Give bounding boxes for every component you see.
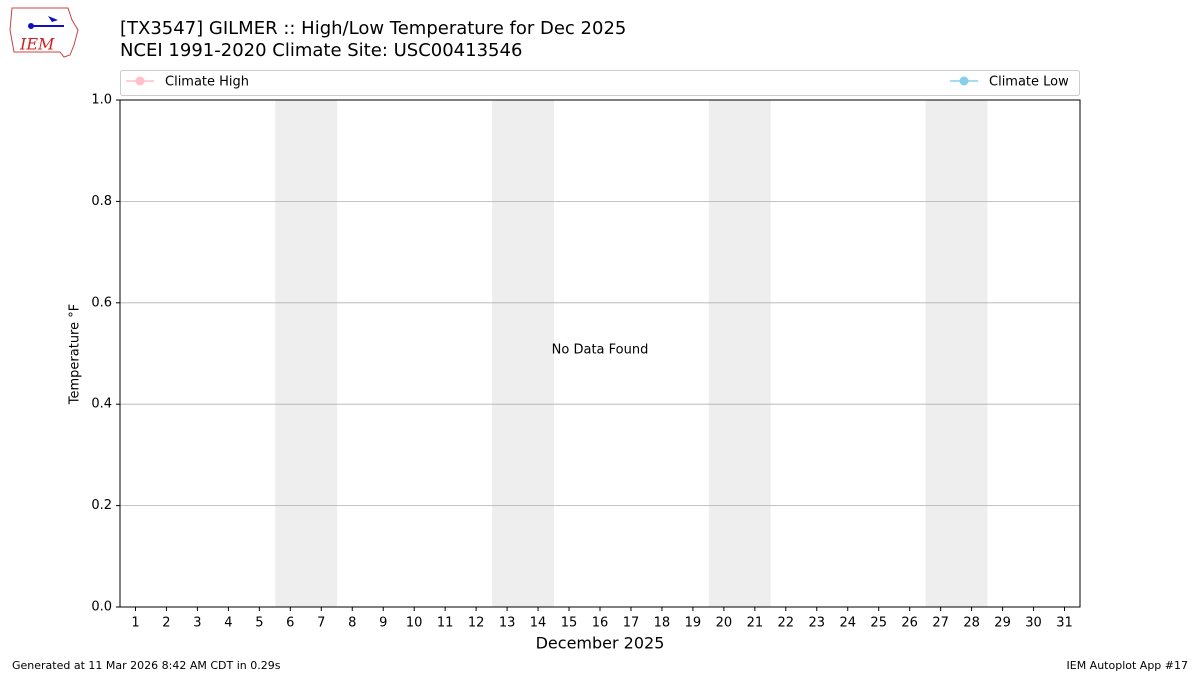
x-tick-label: 3: [193, 616, 201, 631]
x-tick-label: 21: [747, 616, 764, 631]
x-tick-label: 25: [870, 616, 887, 631]
legend-label: Climate Low: [989, 75, 1069, 90]
weekend-band: [492, 100, 554, 607]
y-axis-label: Temperature °F: [68, 304, 83, 405]
x-tick-label: 17: [623, 616, 640, 631]
x-tick-label: 16: [592, 616, 609, 631]
x-tick-label: 2: [162, 616, 170, 631]
x-tick-label: 15: [561, 616, 578, 631]
x-tick-label: 6: [286, 616, 294, 631]
logo: IEM: [9, 7, 79, 58]
x-tick-label: 12: [468, 616, 485, 631]
x-tick-label: 19: [685, 616, 702, 631]
weekend-band: [708, 100, 771, 607]
x-tick-label: 1: [131, 616, 139, 631]
y-tick-label: 0.2: [91, 498, 112, 513]
x-tick-label: 10: [406, 616, 423, 631]
x-tick-label: 24: [839, 616, 856, 631]
weekend-band: [925, 100, 988, 607]
x-tick-label: 11: [437, 616, 454, 631]
logo-text: IEM: [19, 35, 55, 54]
legend: [120, 70, 1080, 96]
legend-label: Climate High: [165, 75, 249, 90]
weekend-shading: [275, 100, 988, 607]
footer-right: IEM Autoplot App #17: [1067, 659, 1189, 672]
x-tick-label: 8: [348, 616, 356, 631]
annotation: No Data Found: [552, 343, 649, 358]
chart-subtitle: NCEI 1991-2020 Climate Site: USC00413546: [120, 40, 522, 61]
footer-left: Generated at 11 Mar 2026 8:42 AM CDT in …: [12, 659, 281, 672]
y-tick-label: 0.8: [91, 194, 112, 209]
x-tick-label: 14: [530, 616, 547, 631]
x-axis-label: December 2025: [536, 634, 665, 653]
weekend-band: [275, 100, 338, 607]
y-tick-label: 0.4: [91, 397, 112, 412]
plot-frame: [119, 99, 1081, 608]
x-tick-label: 20: [716, 616, 733, 631]
y-tick-label: 0.6: [91, 295, 112, 310]
x-tick-label: 23: [809, 616, 826, 631]
x-tick-label: 31: [1056, 616, 1073, 631]
x-tick-label: 27: [932, 616, 949, 631]
x-tick-label: 18: [654, 616, 671, 631]
chart-title: [TX3547] GILMER :: High/Low Temperature …: [120, 18, 626, 39]
x-tick-label: 4: [224, 616, 232, 631]
x-tick-label: 30: [1025, 616, 1042, 631]
x-tick-label: 5: [255, 616, 263, 631]
x-tick-label: 7: [317, 616, 325, 631]
x-tick-label: 13: [499, 616, 516, 631]
x-tick-label: 9: [379, 616, 387, 631]
legend-marker: [959, 76, 969, 86]
x-tick-label: 26: [901, 616, 918, 631]
x-tick-label: 29: [994, 616, 1011, 631]
legend-marker: [135, 76, 145, 86]
x-tick-label: 28: [963, 616, 980, 631]
y-tick-label: 0.0: [91, 600, 112, 615]
y-tick-label: 1.0: [91, 93, 112, 108]
x-tick-label: 22: [778, 616, 795, 631]
